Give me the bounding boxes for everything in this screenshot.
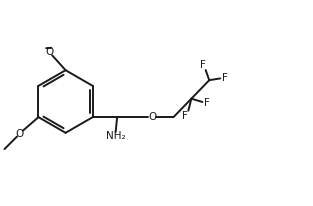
Text: NH₂: NH₂ xyxy=(106,131,126,141)
Text: F: F xyxy=(204,98,210,108)
Text: F: F xyxy=(200,60,206,70)
Text: F: F xyxy=(222,73,228,83)
Text: O: O xyxy=(45,47,53,57)
Text: O: O xyxy=(148,112,156,122)
Text: F: F xyxy=(182,111,188,121)
Text: O: O xyxy=(16,129,24,139)
